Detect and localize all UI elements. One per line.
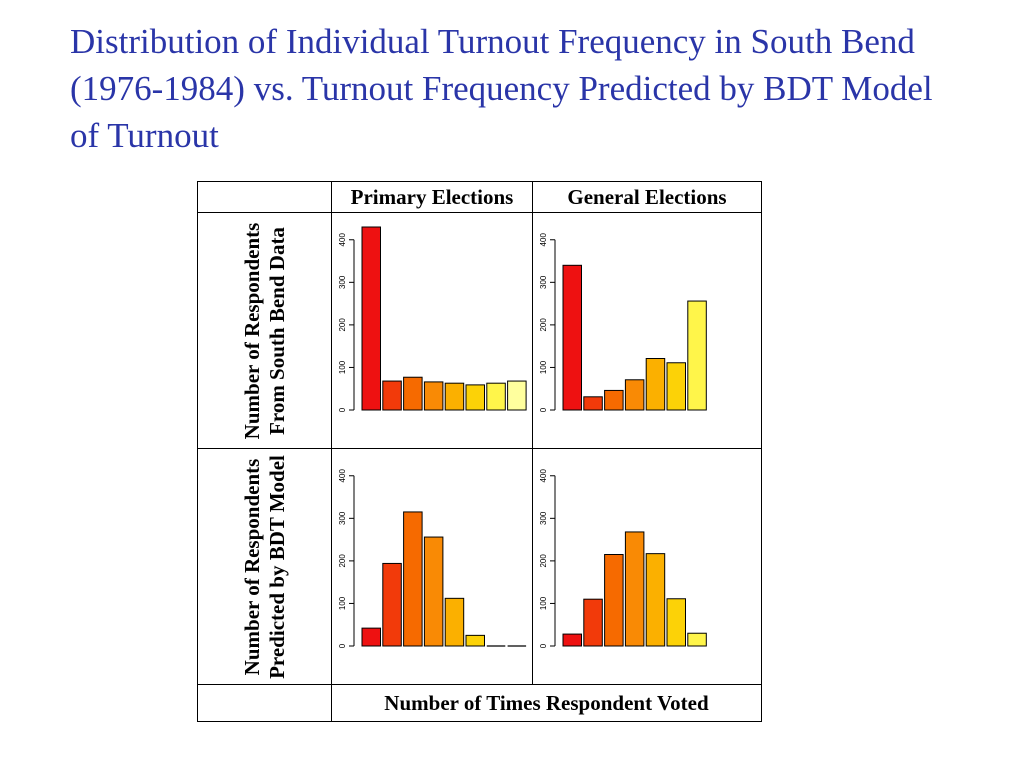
bar xyxy=(624,531,645,647)
bar xyxy=(403,376,423,411)
bar xyxy=(423,381,444,411)
y-tick-label: 100 xyxy=(539,360,548,374)
corner-cell xyxy=(197,181,332,213)
row-label-south-bend-text: Number of Respondents From South Bend Da… xyxy=(239,222,289,439)
bar xyxy=(624,379,645,411)
y-tick-label: 100 xyxy=(539,596,548,610)
general-predicted-bar-chart: 0 100 200 300 400 xyxy=(539,469,707,648)
y-tick-label: 400 xyxy=(539,469,548,483)
primary-actual-bar-chart: 0 100 200 300 400 xyxy=(338,226,527,412)
bar xyxy=(645,358,666,411)
bar xyxy=(382,562,402,647)
y-tick-label: 400 xyxy=(539,233,548,247)
y-tick-label: 0 xyxy=(338,643,347,648)
y-tick-label: 300 xyxy=(539,511,548,525)
bar xyxy=(562,264,582,411)
general-actual-bar-chart: 0 100 200 300 400 xyxy=(539,233,707,412)
col-header-general: General Elections xyxy=(532,181,762,213)
bar xyxy=(687,300,707,411)
bar xyxy=(486,382,506,411)
plot-cell-general-actual: 0 100 200 300 400 xyxy=(532,212,762,449)
bar xyxy=(382,380,402,411)
y-tick-label: 0 xyxy=(539,407,548,412)
row-label-bdt-model-text: Number of Respondents Predicted by BDT M… xyxy=(239,454,289,679)
plot-cell-primary-predicted: 0 100 200 300 400 xyxy=(331,448,533,685)
results-table: Primary Elections General Elections Numb… xyxy=(197,181,762,722)
x-axis-footer: Number of Times Respondent Voted xyxy=(331,684,762,722)
y-tick-label: 0 xyxy=(338,407,347,412)
col-header-primary: Primary Elections xyxy=(331,181,533,213)
bar xyxy=(562,633,582,647)
y-tick-label: 100 xyxy=(338,596,347,610)
bar xyxy=(666,362,686,411)
y-tick-label: 300 xyxy=(338,275,347,289)
bar xyxy=(583,396,603,411)
y-tick-label: 100 xyxy=(338,360,347,374)
bar xyxy=(666,598,686,647)
bar xyxy=(465,634,485,647)
row-label-south-bend: Number of Respondents From South Bend Da… xyxy=(197,212,332,449)
y-tick-label: 200 xyxy=(539,554,548,568)
slide-title: Distribution of Individual Turnout Frequ… xyxy=(70,22,933,155)
bar xyxy=(645,553,666,647)
y-tick-label: 400 xyxy=(338,233,347,247)
y-tick-label: 0 xyxy=(539,643,548,648)
bar xyxy=(403,511,423,647)
bar xyxy=(361,226,381,411)
bar xyxy=(444,382,465,411)
plot-cell-primary-actual: 0 100 200 300 400 xyxy=(331,212,533,449)
y-tick-label: 400 xyxy=(338,469,347,483)
bar xyxy=(507,380,527,411)
plot-cell-general-predicted: 0 100 200 300 400 xyxy=(532,448,762,685)
bar xyxy=(687,632,707,647)
y-tick-label: 200 xyxy=(338,554,347,568)
y-tick-label: 300 xyxy=(539,275,548,289)
bar xyxy=(604,554,624,647)
primary-predicted-bar-chart: 0 100 200 300 400 xyxy=(338,469,527,648)
y-tick-label: 200 xyxy=(539,318,548,332)
bar xyxy=(465,384,485,411)
footer-corner-cell xyxy=(197,684,332,722)
row-label-bdt-model: Number of Respondents Predicted by BDT M… xyxy=(197,448,332,685)
y-tick-label: 300 xyxy=(338,511,347,525)
bar xyxy=(361,627,381,647)
y-tick-label: 200 xyxy=(338,318,347,332)
bar xyxy=(583,598,603,647)
bar xyxy=(444,597,465,647)
bar xyxy=(604,389,624,411)
bar xyxy=(423,536,444,647)
